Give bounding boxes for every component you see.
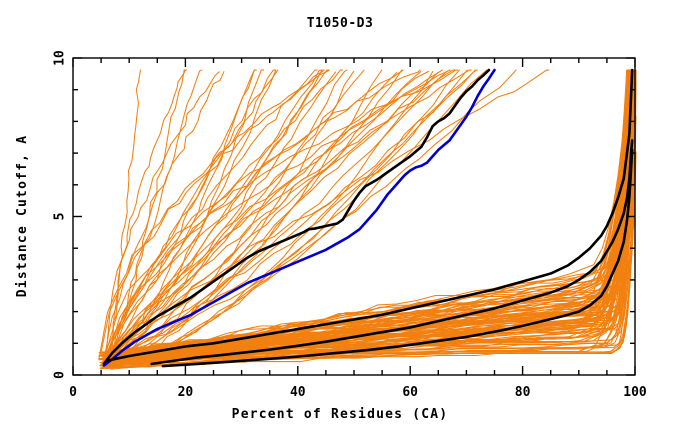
x-tick-label: 100 bbox=[623, 385, 647, 400]
x-axis-label: Percent of Residues (CA) bbox=[232, 407, 449, 422]
background-model-curve bbox=[103, 72, 398, 356]
background-model-curve bbox=[102, 231, 629, 354]
highlight-curve-highlight-black-lower-3 bbox=[161, 148, 634, 368]
background-model-curve bbox=[110, 69, 141, 360]
background-model-curve bbox=[110, 69, 451, 357]
y-tick-label: 0 bbox=[53, 371, 68, 379]
x-tick-label: 60 bbox=[402, 385, 418, 400]
background-model-curve bbox=[103, 69, 476, 358]
background-model-curve bbox=[107, 231, 634, 357]
x-tick-label: 0 bbox=[69, 385, 77, 400]
highlight-curve-highlight-blue-upper bbox=[102, 68, 496, 367]
highlight-curve-highlight-black-lower-1 bbox=[105, 68, 634, 363]
axis-tick-labels: 0 20 40 60 80 100 0 5 10 bbox=[53, 50, 647, 400]
background-model-curve bbox=[106, 69, 277, 357]
background-model-curve bbox=[108, 161, 636, 359]
background-model-curve bbox=[111, 69, 443, 361]
background-model-curve bbox=[105, 71, 220, 358]
background-model-curve bbox=[105, 69, 451, 364]
background-model-curve bbox=[105, 69, 330, 368]
background-model-curve bbox=[105, 69, 421, 355]
y-tick-label: 10 bbox=[53, 50, 68, 66]
background-model-curve bbox=[100, 70, 429, 364]
y-axis-label: Distance Cutoff, A bbox=[15, 135, 30, 297]
background-model-curve bbox=[102, 69, 279, 357]
background-model-curve bbox=[105, 69, 472, 365]
highlight-curve-highlight-black-upper bbox=[102, 68, 491, 366]
background-model-curve bbox=[110, 71, 439, 360]
background-model-curve bbox=[108, 71, 337, 365]
background-model-curve bbox=[111, 69, 459, 358]
axis-ticks bbox=[72, 57, 636, 376]
background-model-curve bbox=[106, 69, 550, 356]
curves-layer bbox=[98, 68, 637, 370]
y-tick-label: 5 bbox=[53, 213, 68, 221]
highlight-curve-highlight-black-lower-2 bbox=[150, 139, 634, 366]
background-model-curve bbox=[100, 69, 330, 355]
background-model-curve bbox=[101, 69, 277, 356]
page-title: T1050-D3 bbox=[307, 16, 374, 31]
x-tick-label: 20 bbox=[178, 385, 194, 400]
background-model-curve bbox=[98, 70, 324, 360]
background-model-curve bbox=[103, 69, 257, 357]
x-tick-label: 80 bbox=[515, 385, 531, 400]
x-tick-label: 40 bbox=[290, 385, 306, 400]
background-model-curve bbox=[103, 69, 456, 360]
